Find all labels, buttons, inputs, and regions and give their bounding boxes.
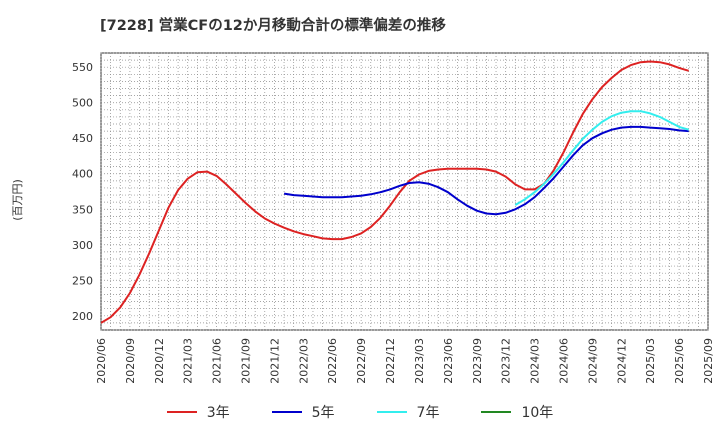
legend-label: 3年	[206, 405, 230, 421]
x-tick-label: 2024/06	[557, 338, 570, 384]
legend-item-4: 10年	[481, 402, 553, 422]
legend-swatch	[271, 411, 302, 413]
x-tick-label: 2021/12	[268, 338, 281, 384]
y-tick-label: 450	[72, 132, 93, 145]
x-tick-label: 2023/12	[500, 338, 513, 384]
legend-label: 10年	[521, 405, 554, 421]
y-tick-label: 200	[72, 310, 93, 323]
x-tick-label: 2020/09	[124, 338, 137, 384]
series-line-2	[283, 125, 689, 216]
x-tick-label: 2021/03	[182, 338, 195, 384]
plot-area	[100, 52, 709, 331]
x-tick-label: 2025/09	[702, 338, 715, 384]
x-tick-label: 2024/12	[615, 338, 628, 384]
x-tick-label: 2025/06	[673, 338, 686, 384]
legend: 3年 5年 7年 10年	[0, 402, 720, 422]
legend-item-1: 3年	[166, 402, 230, 422]
series-line-1	[101, 60, 689, 324]
legend-label: 5年	[311, 405, 335, 421]
x-tick-label: 2021/06	[211, 338, 224, 384]
legend-swatch	[481, 411, 512, 413]
legend-swatch	[376, 411, 407, 413]
x-tick-label: 2024/03	[529, 338, 542, 384]
x-tick-label: 2023/06	[442, 338, 455, 384]
x-tick-label: 2020/12	[153, 338, 166, 384]
y-tick-label: 300	[72, 239, 93, 252]
x-tick-label: 2020/06	[95, 338, 108, 384]
y-tick-label: 500	[72, 97, 93, 110]
x-tick-label: 2022/06	[326, 338, 339, 384]
x-tick-label: 2021/09	[240, 338, 253, 384]
x-tick-label: 2025/03	[644, 338, 657, 384]
legend-item-3: 7年	[376, 402, 440, 422]
legend-item-2: 5年	[271, 402, 335, 422]
y-tick-label: 550	[72, 61, 93, 74]
x-tick-label: 2023/09	[471, 338, 484, 384]
chart-title: [7228] 営業CFの12か月移動合計の標準偏差の推移	[100, 18, 446, 34]
legend-swatch	[166, 411, 197, 413]
x-tick-label: 2022/12	[384, 338, 397, 384]
x-tick-label: 2022/09	[355, 338, 368, 384]
y-tick-label: 350	[72, 203, 93, 216]
series-line-3	[514, 110, 689, 206]
y-tick-label: 400	[72, 168, 93, 181]
y-tick-label: 250	[72, 274, 93, 287]
x-tick-label: 2022/03	[297, 338, 310, 384]
legend-label: 7年	[416, 405, 440, 421]
x-tick-label: 2023/03	[413, 338, 426, 384]
x-tick-label: 2024/09	[586, 338, 599, 384]
